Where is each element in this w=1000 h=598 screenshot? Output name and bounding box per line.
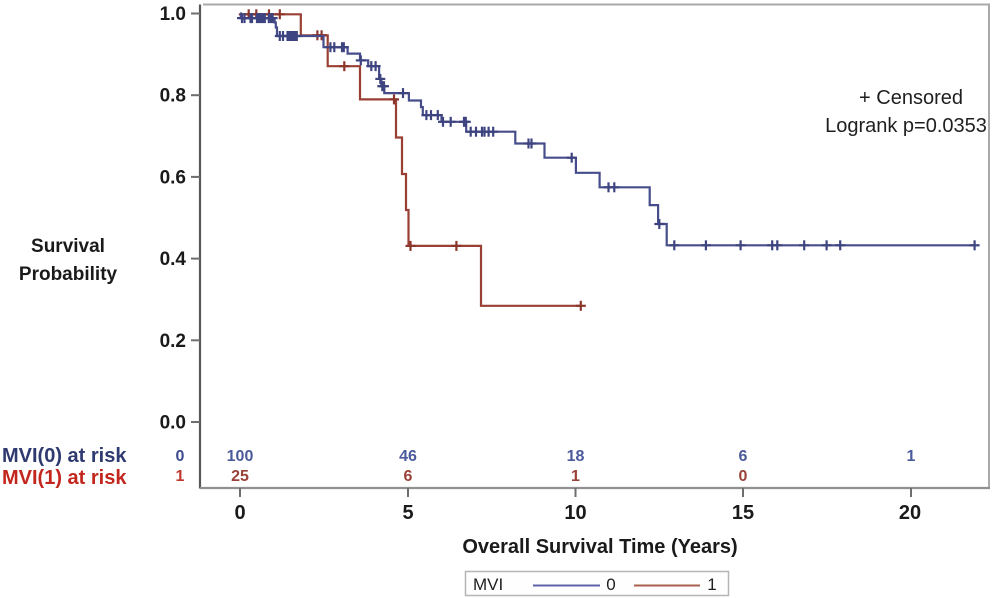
svg-text:5: 5	[402, 502, 413, 524]
svg-text:Overall Survival Time (Years): Overall Survival Time (Years)	[462, 536, 737, 558]
svg-text:15: 15	[732, 502, 754, 524]
svg-text:0.4: 0.4	[160, 249, 187, 270]
svg-text:25: 25	[231, 468, 249, 485]
svg-text:6: 6	[404, 468, 413, 485]
svg-text:6: 6	[739, 448, 748, 465]
svg-text:0: 0	[739, 468, 748, 485]
svg-text:0.2: 0.2	[160, 331, 186, 352]
svg-text:46: 46	[399, 448, 417, 465]
svg-text:MVI(1) at risk: MVI(1) at risk	[2, 467, 127, 489]
svg-text:100: 100	[227, 448, 254, 465]
svg-text:0: 0	[176, 448, 185, 465]
svg-text:1.0: 1.0	[160, 4, 186, 25]
svg-text:20: 20	[899, 502, 921, 524]
svg-text:0: 0	[606, 575, 615, 594]
svg-text:0.0: 0.0	[160, 413, 186, 434]
svg-text:1: 1	[176, 468, 185, 485]
svg-text:+ Censored: + Censored	[859, 87, 963, 109]
svg-text:Logrank p=0.0353: Logrank p=0.0353	[825, 115, 987, 137]
svg-text:MVI(0) at risk: MVI(0) at risk	[2, 445, 127, 467]
svg-text:Survival: Survival	[31, 236, 105, 257]
svg-text:1: 1	[707, 575, 716, 594]
svg-text:1: 1	[907, 448, 916, 465]
svg-text:10: 10	[564, 502, 586, 524]
svg-text:0.6: 0.6	[160, 167, 186, 188]
svg-text:0.8: 0.8	[160, 86, 186, 107]
svg-text:1: 1	[571, 468, 580, 485]
svg-text:18: 18	[567, 448, 585, 465]
svg-text:Probability: Probability	[19, 264, 118, 285]
svg-text:MVI: MVI	[473, 575, 503, 594]
svg-text:0: 0	[234, 502, 245, 524]
